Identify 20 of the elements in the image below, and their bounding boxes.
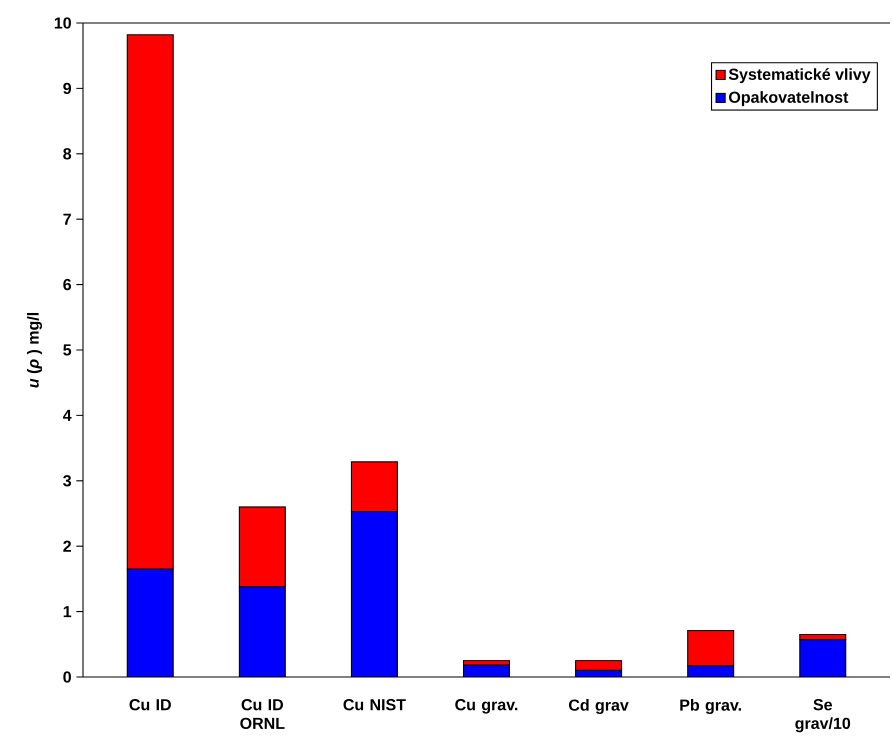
- y-tick-label: 0: [63, 671, 71, 683]
- y-tick-label: 6: [63, 278, 72, 290]
- x-tick-label: Cu NIST: [344, 699, 406, 710]
- x-tick-label: Cd grav: [569, 699, 629, 714]
- x-tick-label: Cu ID ORNL: [240, 699, 285, 730]
- y-tick-label: 8: [63, 148, 72, 160]
- legend-label: Systematické vlivy: [728, 68, 871, 84]
- legend-label: Opakovatelnost: [729, 91, 848, 106]
- y-tick-label: 9: [63, 82, 72, 94]
- y-tick-label: 2: [63, 540, 71, 552]
- x-tick-label: Se grav/10: [795, 699, 850, 732]
- y-tick-label: 10: [54, 17, 71, 29]
- x-tick-label: Pb grav.: [680, 699, 741, 714]
- y-tick-label: 1: [64, 606, 72, 618]
- x-tick-label: Cu grav.: [455, 699, 518, 714]
- x-tick-label: Cu ID: [130, 699, 171, 710]
- y-tick-label: 7: [63, 214, 71, 225]
- y-tick-label: 4: [62, 410, 72, 421]
- y-tick-label: 5: [63, 344, 72, 356]
- y-tick-label: 3: [63, 475, 72, 486]
